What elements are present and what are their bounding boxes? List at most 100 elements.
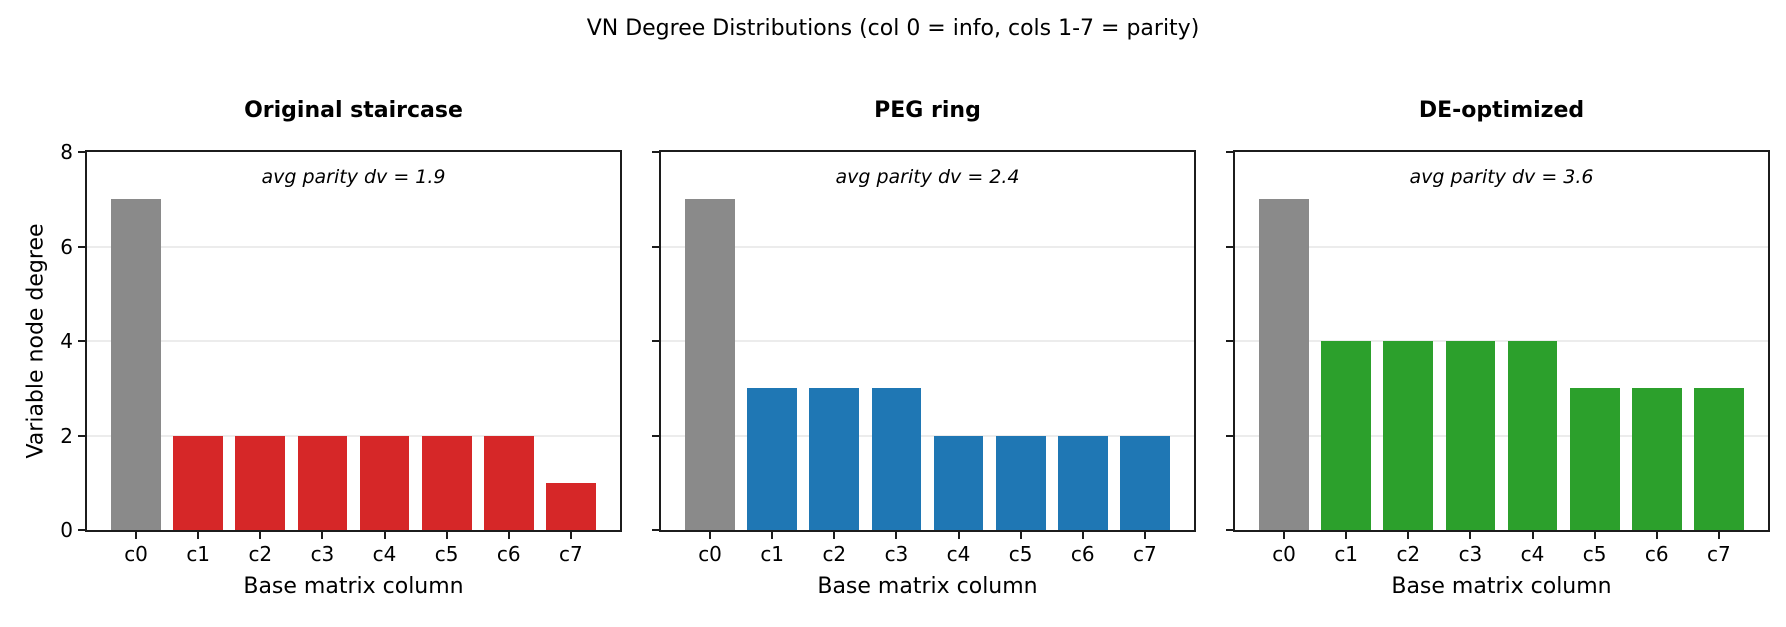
x-tick-label-c1: c1 <box>760 542 785 566</box>
x-tick-label-c7: c7 <box>1133 542 1157 566</box>
x-tick-c2 <box>259 532 262 539</box>
x-tick-c6 <box>1081 532 1084 539</box>
subplot-title: PEG ring <box>874 98 981 123</box>
bar-c1 <box>1321 341 1372 530</box>
axes-1: avg parity dv = 1.9 0 2 4 6 8 c0 c1 c2 c3 c4 c5 c6 c7… <box>60 140 622 599</box>
x-tick-label-c6: c6 <box>496 542 521 566</box>
y-tick-label-4: 4 <box>60 329 73 353</box>
avg-parity-annotation: avg parity dv = 3.6 <box>1409 166 1594 188</box>
x-tick-c2 <box>1407 532 1410 539</box>
x-tick-label-c2: c2 <box>248 542 273 566</box>
x-tick-c3 <box>1469 532 1472 539</box>
x-tick-label-c6: c6 <box>1070 542 1095 566</box>
bar-c5 <box>995 435 1046 530</box>
gridline-y2 <box>661 434 1194 437</box>
axes-3: avg parity dv = 3.6 c0 c1 c2 c3 c4 c5 c6 c7 Base … <box>1226 150 1770 599</box>
y-tick-6 <box>1226 245 1233 248</box>
x-tick-c1 <box>197 532 200 539</box>
axes-2: avg parity dv = 2.4 c0 c1 c2 c3 c4 c5 c6 c7 Base … <box>652 150 1196 599</box>
y-tick-0 <box>1226 529 1233 531</box>
bar-c3 <box>297 435 348 530</box>
bar-c0 <box>685 199 735 530</box>
x-tick-c2 <box>833 532 836 539</box>
x-tick-label-c2: c2 <box>822 542 847 566</box>
x-tick-label-c5: c5 <box>1582 542 1607 566</box>
x-tick-label-c0: c0 <box>698 542 722 566</box>
bar-c7 <box>546 482 596 530</box>
y-tick-2 <box>652 434 659 437</box>
gridline-y4 <box>87 340 620 342</box>
bar-c4 <box>1507 341 1558 530</box>
gridline-y6 <box>661 245 1194 248</box>
y-tick-4 <box>1226 340 1233 342</box>
x-tick-c4 <box>383 532 386 539</box>
x-tick-label-c1: c1 <box>1334 542 1359 566</box>
gridline-y2 <box>87 434 620 437</box>
x-tick-label-c6: c6 <box>1644 542 1669 566</box>
y-tick-8 <box>652 151 659 153</box>
bar-c1 <box>173 435 224 530</box>
avg-parity-annotation: avg parity dv = 2.4 <box>835 166 1020 188</box>
y-tick-label-8: 8 <box>60 140 73 164</box>
x-tick-label-c7: c7 <box>1707 542 1731 566</box>
y-tick-8 <box>78 151 85 153</box>
bar-c5 <box>1569 388 1620 530</box>
subplot-title: Original staircase <box>244 98 463 123</box>
bar-c2 <box>1383 341 1434 530</box>
x-axis-label: Base matrix column <box>1391 574 1612 599</box>
bar-c0 <box>111 199 161 530</box>
x-tick-c5 <box>445 532 448 539</box>
x-tick-c5 <box>1593 532 1596 539</box>
y-tick-0 <box>652 529 659 531</box>
x-tick-c0 <box>135 532 138 539</box>
bar-c6 <box>1057 435 1108 530</box>
x-tick-c6 <box>507 532 510 539</box>
avg-parity-annotation: avg parity dv = 1.9 <box>261 166 446 188</box>
gridline-y6 <box>87 245 620 248</box>
y-tick-4 <box>652 340 659 342</box>
x-tick-c6 <box>1655 532 1658 539</box>
x-tick-label-c4: c4 <box>1520 542 1545 566</box>
y-tick-6 <box>652 245 659 248</box>
x-tick-label-c4: c4 <box>372 542 397 566</box>
x-tick-label-c3: c3 <box>1458 542 1483 566</box>
x-axis-label: Base matrix column <box>817 574 1038 599</box>
subplot-title: DE-optimized <box>1418 98 1585 123</box>
bar-c7 <box>1120 435 1170 530</box>
gridline-y6 <box>1235 245 1768 248</box>
x-tick-c1 <box>771 532 774 539</box>
gridline-y4 <box>1235 340 1768 342</box>
x-tick-label-c3: c3 <box>884 542 909 566</box>
y-tick-2 <box>1226 434 1233 437</box>
y-tick-0 <box>78 529 85 531</box>
x-tick-c3 <box>321 532 324 539</box>
x-tick-c5 <box>1019 532 1022 539</box>
x-axis-label: Base matrix column <box>243 574 464 599</box>
bar-c4 <box>933 435 984 530</box>
bar-c2 <box>235 435 286 530</box>
x-tick-c3 <box>895 532 898 539</box>
x-tick-label-c7: c7 <box>559 542 583 566</box>
bar-c4 <box>359 435 410 530</box>
x-tick-c0 <box>1283 532 1286 539</box>
bar-c3 <box>871 388 922 530</box>
bar-c7 <box>1694 388 1744 530</box>
bar-c0 <box>1259 199 1309 530</box>
x-tick-c4 <box>1531 532 1534 539</box>
y-tick-label-0: 0 <box>60 518 73 542</box>
x-tick-label-c2: c2 <box>1396 542 1421 566</box>
figure-title: VN Degree Distributions (col 0 = info, c… <box>586 16 1200 41</box>
bar-c6 <box>483 435 534 530</box>
x-tick-label-c5: c5 <box>434 542 459 566</box>
x-tick-c1 <box>1345 532 1348 539</box>
y-tick-8 <box>1226 151 1233 153</box>
bar-c1 <box>747 388 798 530</box>
x-tick-c0 <box>709 532 712 539</box>
x-tick-label-c1: c1 <box>186 542 211 566</box>
y-tick-label-6: 6 <box>60 234 73 259</box>
x-tick-label-c3: c3 <box>310 542 335 566</box>
bar-c6 <box>1631 388 1682 530</box>
bar-c5 <box>421 435 472 530</box>
y-tick-6 <box>78 245 85 248</box>
